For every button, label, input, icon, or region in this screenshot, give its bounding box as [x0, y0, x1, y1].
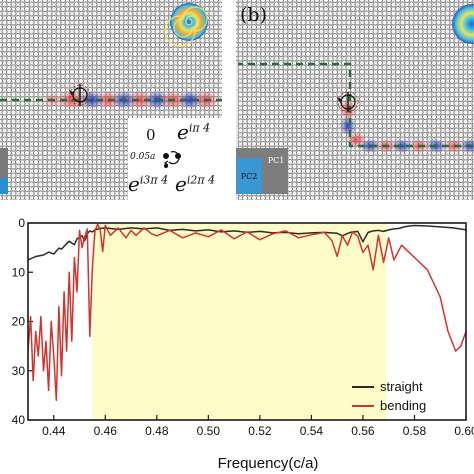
- phase-label-e-i2pi4-base: e: [175, 172, 187, 196]
- y-tick-label-4: 40: [12, 413, 26, 427]
- phase-label-0: 0: [146, 126, 156, 144]
- spiral-phase-inset-b: [452, 4, 474, 44]
- panel-a-field-glow: [42, 91, 218, 109]
- y-tick-label-2: 20: [12, 315, 26, 329]
- x-tick-label-2: 0.48: [145, 424, 169, 438]
- x-tick-label-4: 0.52: [248, 424, 272, 438]
- series-layer: [28, 223, 466, 402]
- x-tick-label-7: 0.58: [403, 424, 427, 438]
- pc2-label: PC2: [240, 171, 258, 181]
- phase-label-e-i2pi4-exp: i2π 4: [186, 173, 216, 187]
- panel-b-waveguide: [236, 62, 474, 148]
- legend: straight bending: [352, 379, 426, 413]
- panel-a-field-map: 0 eiπ 4 0.05a ei3π 4 ei2π 4: [0, 0, 222, 200]
- source-rotation-icon-b: [337, 91, 359, 113]
- panel-a-lattice-svg: [0, 0, 222, 200]
- phase-label-e-i3pi4: ei3π 4: [128, 172, 168, 196]
- pc1-label: PC1: [267, 155, 285, 165]
- x-tick-label-1: 0.46: [94, 424, 118, 438]
- phase-label-e-i3pi4-exp: i3π 4: [139, 173, 169, 187]
- panel-b-field-map: (b) PC1 PC2: [236, 0, 474, 200]
- phase-label-e-i3pi4-base: e: [128, 172, 140, 196]
- legend-label-bending: bending: [380, 398, 426, 413]
- x-tick-label-6: 0.56: [351, 424, 375, 438]
- transmission-chart: 0.44 0.46 0.48 0.50 0.52 0.54 0.56 0.58 0.60 0 10 2…: [12, 216, 474, 472]
- x-axis-title: Frequency(c/a): [218, 455, 319, 472]
- panel-b-lattice-svg: [236, 0, 474, 200]
- phase-label-e-ipi4-base: e: [177, 120, 189, 144]
- plot-frame: [27, 222, 467, 421]
- phase-label-e-ipi4-exp: iπ 4: [188, 121, 211, 135]
- bandgap-highlight: [92, 223, 387, 420]
- pc1-swatch: [262, 148, 288, 172]
- x-tick-label-3: 0.50: [197, 424, 221, 438]
- x-tick-label-8: 0.60: [454, 424, 474, 438]
- spiral-phase-inset: [164, 3, 208, 47]
- y-tick-label-3: 30: [12, 364, 26, 378]
- pc2-swatch: [236, 158, 262, 194]
- y-tick-label-1: 10: [12, 265, 26, 279]
- phase-inset-box: [128, 118, 222, 200]
- x-tick-label-5: 0.54: [300, 424, 324, 438]
- tick-labels: 0.44 0.46 0.48 0.50 0.52 0.54 0.56 0.58 0.60 0 10 2…: [12, 216, 474, 438]
- spacing-label: 0.05a: [130, 152, 156, 162]
- y-tick-label-0: 0: [18, 216, 25, 230]
- panel-b-letter: (b): [240, 4, 267, 26]
- series-line-bending: [28, 223, 466, 402]
- legend-label-straight: straight: [380, 379, 423, 394]
- panel-b-background-block: [236, 62, 238, 200]
- source-rotation-icon: [69, 84, 91, 106]
- phase-inset-rotation-icon: [163, 151, 181, 168]
- x-tick-label-0: 0.44: [42, 424, 66, 438]
- pc-marker-a: [0, 148, 8, 194]
- phase-label-e-i2pi4: ei2π 4: [175, 172, 215, 196]
- phase-label-e-ipi4: eiπ 4: [177, 120, 210, 144]
- series-line-straight: [28, 224, 466, 261]
